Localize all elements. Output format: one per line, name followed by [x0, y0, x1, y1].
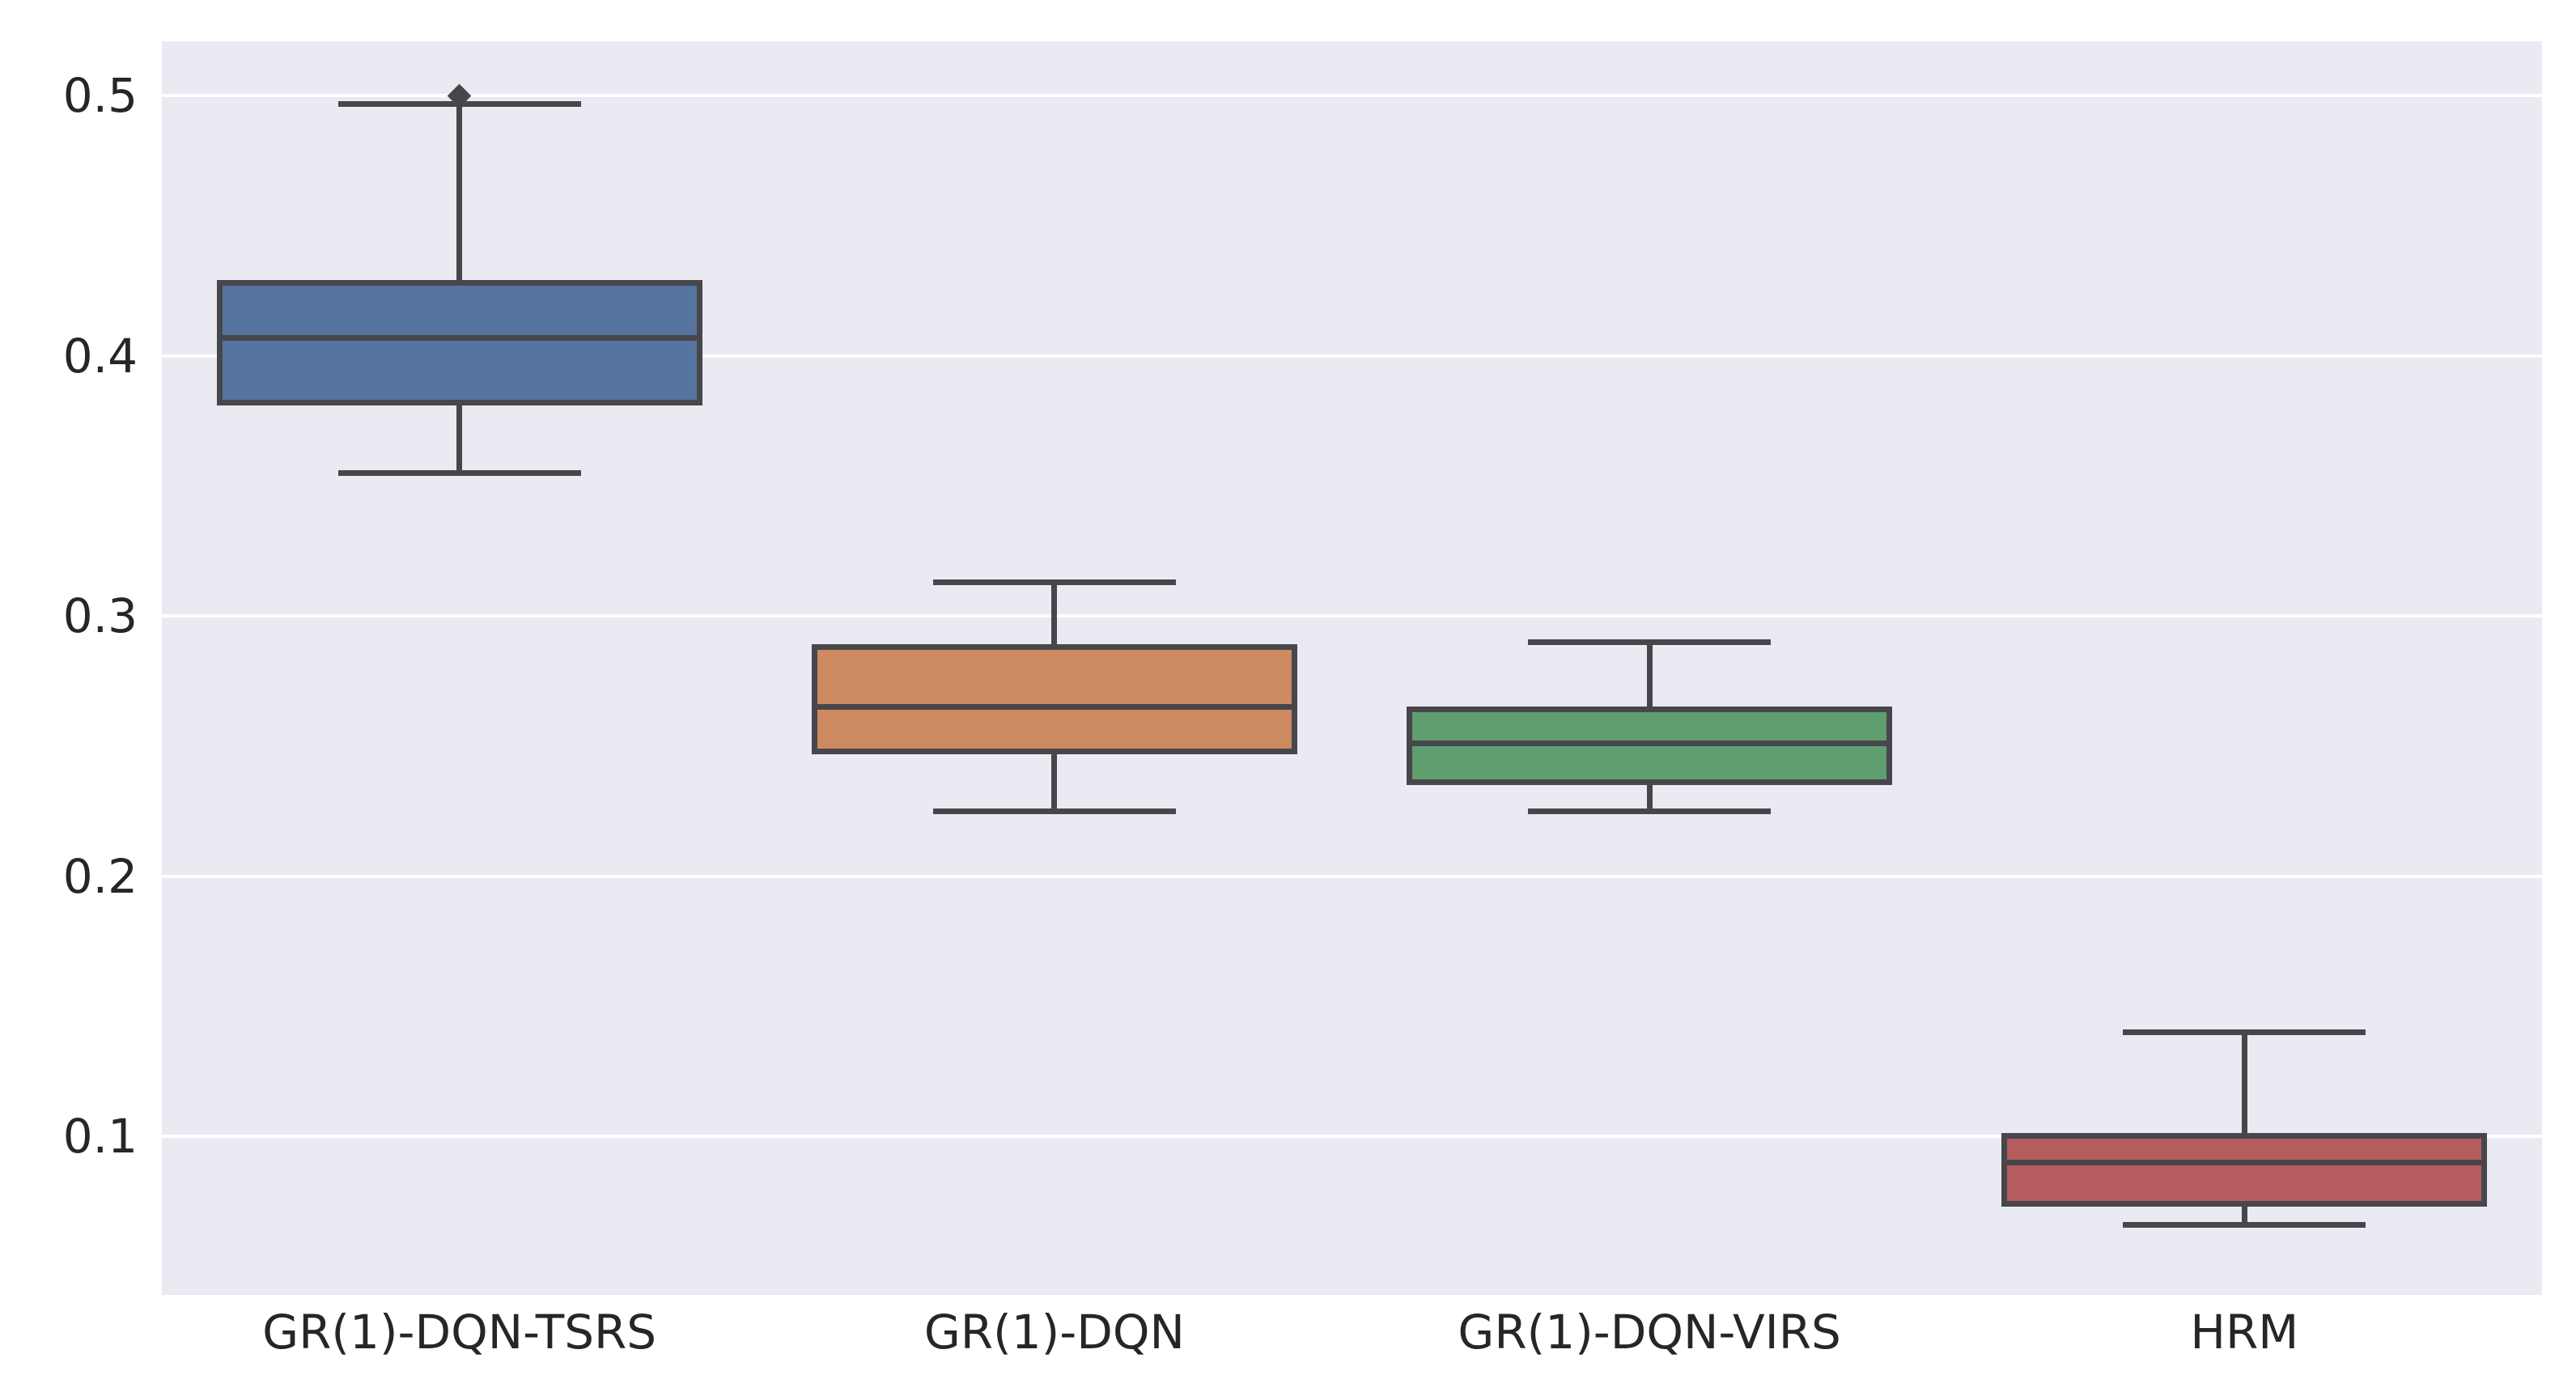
gridline-0.1	[162, 1134, 2542, 1138]
x-tick-label-gr-1-dqn: GR(1)-DQN	[923, 1305, 1185, 1360]
whisker-cap-high-gr-1-dqn	[932, 579, 1176, 585]
gridline-0.5	[162, 94, 2542, 98]
gridline-0.4	[162, 354, 2542, 358]
y-tick-label-0.3: 0.3	[62, 588, 138, 644]
box-gr-1-dqn-tsrs	[216, 280, 702, 406]
x-tick-label-gr-1-dqn-tsrs: GR(1)-DQN-TSRS	[262, 1305, 657, 1360]
median-line-gr-1-dqn	[811, 704, 1297, 711]
gridline-0.2	[162, 874, 2542, 878]
box-hrm	[2001, 1133, 2488, 1207]
median-line-gr-1-dqn-tsrs	[216, 334, 702, 341]
y-tick-label-0.2: 0.2	[62, 848, 138, 904]
box-gr-1-dqn	[811, 644, 1297, 754]
x-tick-label-gr-1-dqn-virs: GR(1)-DQN-VIRS	[1458, 1305, 1841, 1360]
y-tick-label-0.4: 0.4	[62, 328, 138, 384]
plot-area	[162, 41, 2542, 1295]
median-line-gr-1-dqn-virs	[1407, 741, 1893, 747]
x-tick-label-hrm: HRM	[2190, 1305, 2299, 1360]
whisker-cap-low-gr-1-dqn	[932, 808, 1176, 814]
whisker-cap-low-gr-1-dqn-virs	[1528, 808, 1772, 814]
whisker-cap-low-gr-1-dqn-tsrs	[337, 469, 581, 476]
gridline-0.3	[162, 614, 2542, 618]
whisker-cap-low-hrm	[2123, 1221, 2366, 1228]
whisker-cap-high-hrm	[2123, 1029, 2366, 1035]
y-tick-label-0.1: 0.1	[62, 1108, 138, 1164]
y-tick-label-0.5: 0.5	[62, 68, 138, 124]
median-line-hrm	[2001, 1159, 2488, 1165]
whisker-cap-high-gr-1-dqn-virs	[1528, 639, 1772, 645]
whisker-line-hrm	[2241, 1032, 2247, 1225]
